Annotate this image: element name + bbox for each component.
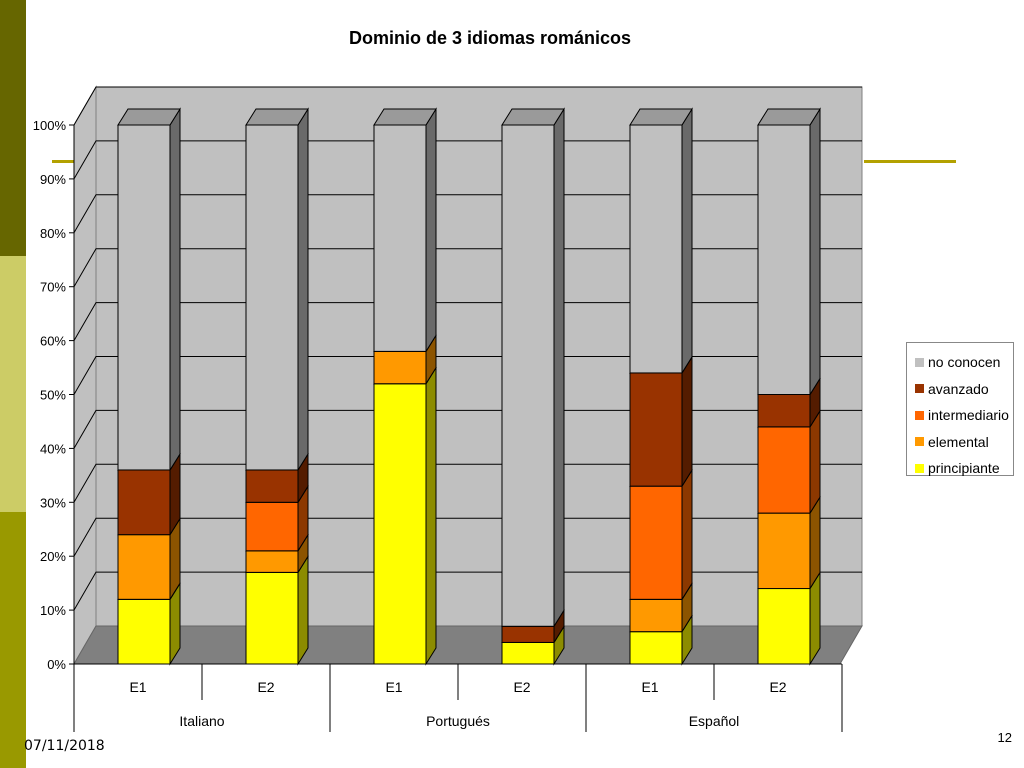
x-group-label: Italiano	[179, 713, 224, 729]
bar-segment-side	[809, 409, 821, 515]
legend-label: principiante	[928, 460, 1000, 477]
legend-label: elemental	[928, 433, 989, 450]
sidebar-segment-top	[0, 0, 26, 256]
y-tick-label: 10%	[40, 603, 66, 618]
legend-swatch	[915, 437, 924, 447]
bar-segment	[629, 372, 683, 487]
bar-segment-side	[681, 468, 693, 602]
y-tick-label: 30%	[40, 495, 66, 510]
y-tick-label: 50%	[40, 388, 66, 403]
bar-segment-side	[169, 107, 181, 472]
gridline	[73, 571, 862, 611]
x-tick-label: E1	[385, 679, 402, 695]
gridline	[73, 409, 862, 449]
y-tick-label: 20%	[40, 549, 66, 564]
bar-segment	[245, 124, 299, 471]
legend-swatch	[915, 384, 924, 394]
y-tick-label: 100%	[33, 118, 67, 133]
bar-segment	[501, 641, 555, 665]
legend-item: elemental	[915, 429, 1013, 456]
gridline	[73, 248, 862, 287]
y-tick-label: 90%	[40, 172, 66, 187]
bar-segment	[757, 124, 811, 395]
x-group-label: Portugués	[426, 713, 490, 729]
bar-segment-side	[809, 107, 821, 397]
bar-segment	[245, 501, 299, 552]
legend-item: principiante	[915, 455, 1013, 482]
accent-line-right	[864, 160, 956, 163]
gridline	[73, 356, 862, 395]
bar-segment	[117, 534, 171, 600]
bar-segment	[117, 469, 171, 536]
legend-item: intermediario	[915, 402, 1013, 429]
bar-segment	[245, 571, 299, 665]
chart-floor	[73, 625, 863, 665]
y-tick-label: 80%	[40, 226, 66, 241]
bar-segment	[629, 631, 683, 665]
bar-segment	[245, 469, 299, 503]
chart-legend: no conocen avanzado intermediario elemental…	[906, 342, 1014, 476]
y-tick-label: 0%	[47, 657, 66, 672]
bar-segment-side	[681, 107, 693, 375]
bar-segment-side	[297, 107, 309, 472]
y-tick-label: 70%	[40, 280, 66, 295]
bar-segment-top	[501, 108, 565, 126]
bar-segment-side	[681, 355, 693, 488]
x-group-label: Español	[689, 713, 740, 729]
legend-swatch	[915, 410, 924, 420]
slide-page-number: 12	[997, 730, 1012, 745]
gridline	[73, 86, 862, 126]
gridline	[73, 302, 862, 341]
bar-segment	[757, 512, 811, 590]
sidebar-segment-bottom	[0, 512, 26, 768]
bar-segment	[629, 124, 683, 374]
y-tick-label: 40%	[40, 441, 66, 456]
bar-segment-side	[297, 554, 309, 666]
legend-item: no conocen	[915, 349, 1013, 376]
x-tick-label: E1	[641, 679, 658, 695]
x-tick-label: E1	[129, 679, 146, 695]
bar-segment-top	[245, 108, 309, 126]
legend-swatch	[915, 463, 924, 473]
bar-segment	[373, 124, 427, 352]
legend-label: no conocen	[928, 354, 1001, 371]
gridline	[73, 194, 862, 234]
bar-segment	[117, 598, 171, 665]
gridline	[73, 463, 862, 503]
x-tick-label: E2	[257, 679, 274, 695]
bar-segment	[757, 588, 811, 665]
legend-item: avanzado	[915, 376, 1013, 403]
bar-segment	[629, 598, 683, 633]
bar-segment	[245, 550, 299, 573]
gridline	[73, 140, 862, 180]
bar-segment	[629, 485, 683, 600]
bar-segment	[757, 426, 811, 514]
bar-segment-top	[117, 108, 181, 126]
slide-date: 07/11/2018	[24, 738, 105, 754]
bar-segment	[373, 383, 427, 665]
bar-segment-side	[425, 365, 437, 666]
x-tick-label: E2	[769, 679, 786, 695]
bar-segment	[373, 350, 427, 385]
slide-sidebar	[0, 0, 26, 768]
legend-label: avanzado	[928, 380, 989, 397]
bar-segment	[501, 124, 555, 627]
bar-segment-side	[553, 107, 565, 629]
sidebar-segment-middle	[0, 256, 26, 512]
bar-segment	[757, 394, 811, 428]
bar-segment-top	[757, 108, 821, 126]
y-tick-label: 60%	[40, 334, 66, 349]
gridline	[73, 517, 862, 557]
x-tick-label: E2	[513, 679, 530, 695]
bar-segment-top	[373, 108, 437, 126]
bar-segment-top	[629, 108, 693, 126]
bar-segment	[501, 625, 555, 643]
chart-title: Dominio de 3 idiomas románicos	[348, 28, 632, 48]
bar-segment	[117, 124, 171, 471]
legend-label: intermediario	[928, 407, 1009, 424]
bar-segment-side	[425, 107, 437, 354]
legend-swatch	[915, 357, 924, 367]
